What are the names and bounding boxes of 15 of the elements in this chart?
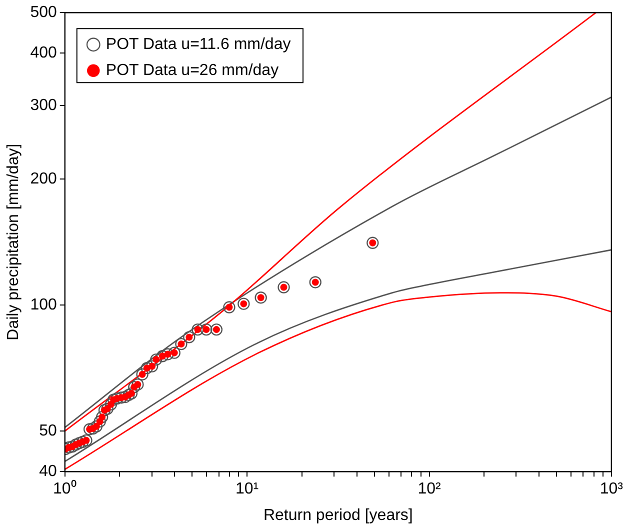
y-tick-label: 200 [30, 170, 57, 188]
y-tick-label: 300 [30, 96, 57, 114]
x-tick-label: 10¹ [236, 480, 259, 498]
y-tick-label: 400 [30, 44, 57, 62]
legend-label: POT Data u=26 mm/day [106, 62, 279, 80]
x-axis-title: Return period [years] [263, 506, 413, 524]
legend-label: POT Data u=11.6 mm/day [106, 36, 291, 54]
y-tick-label: 100 [30, 296, 57, 314]
y-tick-label: 500 [30, 4, 57, 22]
y-tick-label: 40 [39, 463, 57, 480]
x-tick-label: 10⁰ [52, 480, 77, 498]
x-tick-label: 10³ [600, 480, 624, 498]
x-tick-label: 10² [418, 480, 442, 498]
y-tick-label: 50 [39, 422, 57, 440]
y-axis-title: Daily precipitation [mm/day] [5, 144, 22, 340]
